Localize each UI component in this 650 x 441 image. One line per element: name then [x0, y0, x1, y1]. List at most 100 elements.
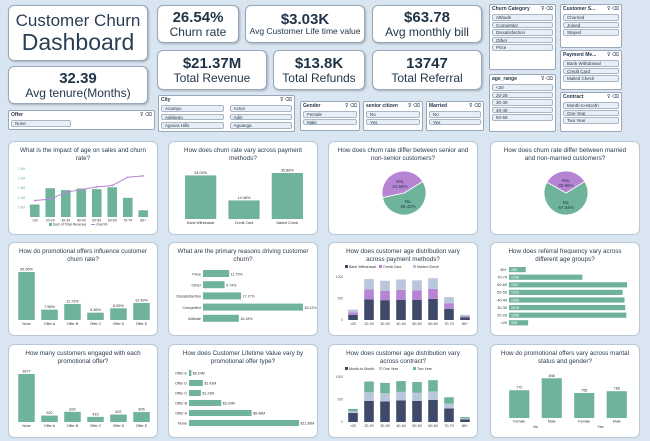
bar — [133, 411, 150, 422]
tick-label: 40-49 — [77, 218, 86, 222]
bar — [509, 389, 530, 418]
slicer-item[interactable]: Stayed — [563, 29, 619, 36]
slicer-item[interactable]: One Year — [563, 109, 619, 116]
legend-swatch — [413, 264, 416, 268]
bar-segment — [444, 308, 454, 320]
filter-icon[interactable]: ⊽ ⌫ — [279, 97, 292, 103]
slicer-item[interactable]: Attitude — [492, 14, 553, 21]
slicer-married[interactable]: Married ⊽ ⌫ No Yes — [426, 101, 484, 131]
slicer-item[interactable]: Adelanto — [161, 113, 224, 120]
filter-icon[interactable]: ⊽ ⌫ — [407, 103, 420, 109]
bar — [133, 302, 150, 320]
slicer-offer[interactable]: Offer ⊽ ⌫ None — [8, 110, 155, 130]
bar — [18, 373, 35, 422]
slicer-item[interactable]: Female — [303, 111, 357, 118]
slicer-item[interactable]: Mailed Check — [563, 75, 619, 82]
slicer-item[interactable]: None — [11, 120, 71, 127]
data-label: 34.00% — [194, 171, 208, 175]
slicer-item[interactable]: Male — [303, 118, 357, 125]
tick-label: 60-69 — [497, 283, 507, 287]
slicer-churn-category[interactable]: Churn Category ⊽ ⌫ Attitude Competitor Di… — [489, 4, 556, 70]
filter-icon[interactable]: ⊽ ⌫ — [139, 112, 152, 118]
data-label: 1996 — [511, 313, 519, 317]
slicer-item[interactable]: Price — [492, 44, 553, 51]
line-point — [111, 184, 114, 187]
filter-icon[interactable]: ⊽ ⌫ — [606, 52, 619, 58]
tick-label: Offer B — [67, 322, 79, 326]
bar — [60, 189, 71, 217]
slicer-item[interactable]: Credit Card — [563, 67, 619, 74]
slicer-item[interactable]: Dissatisfaction — [492, 29, 553, 36]
bar-segment — [348, 408, 358, 411]
bar-segment — [364, 299, 374, 320]
slicer-item[interactable]: 20-29 — [492, 91, 553, 98]
tick-label: Offer B — [175, 401, 187, 405]
slicer-item[interactable]: <20 — [492, 84, 553, 91]
tick-label: Offer A — [175, 411, 187, 415]
slicer-title: age_range — [492, 76, 518, 82]
kpi-label: Avg tenure(Months) — [25, 85, 131, 100]
tick-label: Female — [513, 419, 525, 423]
slicer-item[interactable]: Acton — [229, 105, 292, 112]
filter-icon[interactable]: ⊽ ⌫ — [606, 94, 619, 100]
slicer-title: Payment Me... — [563, 52, 597, 58]
kpi-value: 32.39 — [59, 69, 97, 87]
tick-label: Female — [578, 419, 590, 423]
slicer-payment-method[interactable]: Payment Me... ⊽ ⌫ Bank Withdrawal Credit … — [560, 50, 622, 90]
slicer-item[interactable]: No — [429, 111, 481, 118]
slicer-item[interactable]: Other — [492, 36, 553, 43]
legend-label: Credit Card — [383, 265, 401, 269]
legend-swatch — [379, 264, 382, 268]
slicer-item[interactable]: Agoura Hills — [161, 122, 224, 129]
slicer-item[interactable]: Joined — [563, 21, 619, 28]
data-label: 520 — [46, 411, 52, 415]
slicer-item[interactable]: No — [366, 111, 420, 118]
slicer-item[interactable]: Acampo — [161, 105, 224, 112]
bar — [110, 308, 127, 320]
slicer-age-range[interactable]: age_range ⊽ ⌫ <20 20-29 30-39 40-49 50-59 — [489, 74, 556, 132]
data-label: 35.05% — [20, 267, 34, 271]
filter-icon[interactable]: ⊽ ⌫ — [468, 103, 481, 109]
filter-icon[interactable]: ⊽ ⌫ — [540, 76, 553, 82]
slicer-item[interactable]: Yes — [366, 118, 420, 125]
slicer-item[interactable]: Competitor — [492, 21, 553, 28]
filter-icon[interactable]: ⊽ ⌫ — [606, 6, 619, 12]
slicer-item[interactable]: Adin — [229, 113, 292, 120]
bar-segment — [444, 396, 454, 404]
panel-title: How does referral frequency vary across … — [508, 248, 622, 263]
slicer-contract[interactable]: Contract ⊽ ⌫ Month-to-Month One Year Two … — [560, 92, 622, 132]
bar — [509, 319, 529, 326]
slicer-item[interactable]: Bank Withdrawal — [563, 60, 619, 67]
bar-segment — [380, 382, 390, 393]
slicer-item[interactable]: 40-49 — [492, 106, 553, 113]
slicer-gender[interactable]: Gender ⊽ ⌫ Female Male — [300, 101, 360, 131]
tick-label: 60-69 — [108, 218, 117, 222]
tick-label: Offer A — [44, 424, 56, 428]
tick-label: <20 — [350, 424, 356, 428]
bar-segment — [412, 299, 422, 320]
filter-icon[interactable]: ⊽ ⌫ — [344, 103, 357, 109]
bar-segment — [460, 314, 470, 316]
slicer-item[interactable]: Aguanga — [229, 122, 292, 129]
slicer-item[interactable]: 30-39 — [492, 99, 553, 106]
data-label: 1965 — [511, 298, 519, 302]
title-line1: Customer Churn — [15, 11, 141, 30]
kpi-label: Avg Customer Life time value — [249, 26, 361, 37]
bar — [228, 200, 260, 219]
filter-icon[interactable]: ⊽ ⌫ — [540, 6, 553, 12]
bar — [541, 377, 562, 418]
tick-label: 50-59 — [497, 290, 507, 294]
bar — [509, 274, 583, 280]
slicer-item[interactable]: Churned — [563, 14, 619, 21]
kpi-label: Avg monthly bill — [385, 24, 469, 39]
kpi-label: Total Refunds — [282, 70, 356, 85]
slicer-item[interactable]: Yes — [429, 118, 481, 125]
slicer-customer-status[interactable]: Customer S... ⊽ ⌫ Churned Joined Stayed — [560, 4, 622, 48]
slicer-city[interactable]: City ⊽ ⌫ Acampo Acton Adelanto Adin Agour… — [158, 95, 295, 132]
slicer-item[interactable]: 50-59 — [492, 114, 553, 121]
slicer-item[interactable]: Month-to-Month — [563, 102, 619, 109]
slicer-item[interactable]: Two Year — [563, 117, 619, 124]
pie-slice — [543, 180, 589, 216]
tick-label: Price — [192, 272, 201, 276]
slicer-senior-citizen[interactable]: senior citizen ⊽ ⌫ No Yes — [363, 101, 423, 131]
